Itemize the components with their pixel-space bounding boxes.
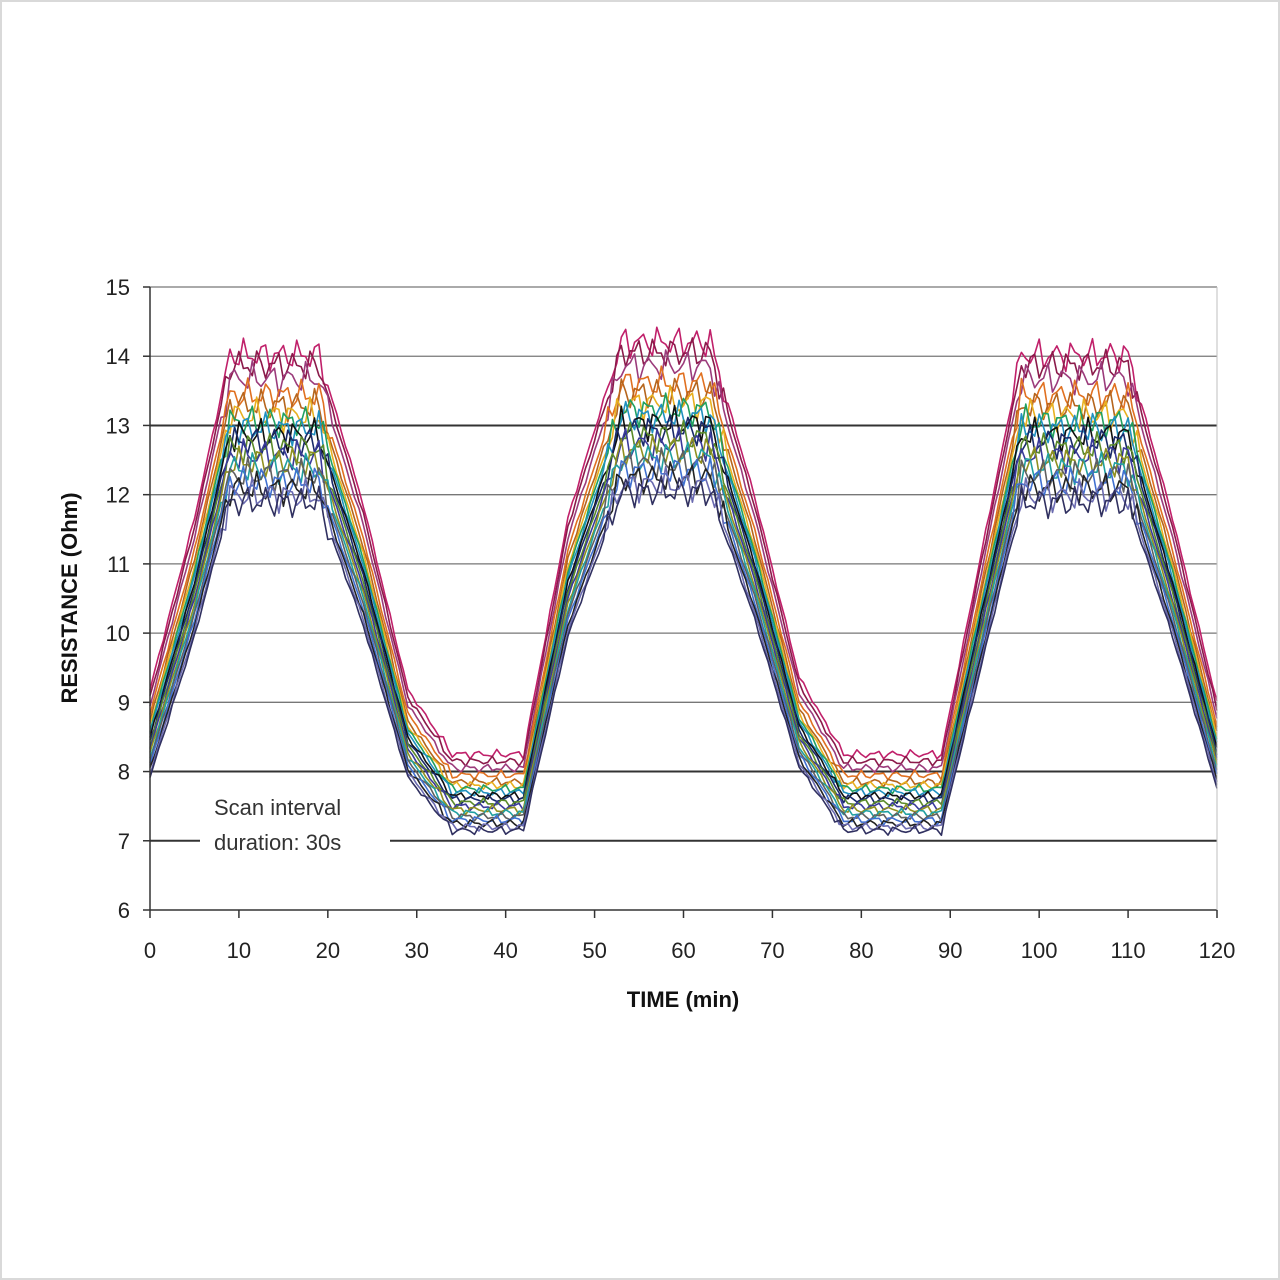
x-tick-label: 100 (1021, 938, 1058, 963)
series-line (149, 377, 1218, 788)
series-line (149, 454, 1218, 826)
y-tick-label: 13 (106, 413, 130, 438)
x-tick-label: 0 (144, 938, 156, 963)
annotation-line-1: Scan interval (214, 795, 341, 820)
series-line (149, 414, 1218, 805)
x-tick-label: 30 (405, 938, 429, 963)
annotation-line-2: duration: 30s (214, 830, 341, 855)
y-tick-label: 8 (118, 760, 130, 785)
x-tick-label: 120 (1199, 938, 1236, 963)
x-tick-label: 20 (316, 938, 340, 963)
series-line (149, 384, 1218, 791)
x-tick-label: 50 (582, 938, 606, 963)
y-axis-title: RESISTANCE (Ohm) (57, 492, 82, 703)
x-tick-label: 70 (760, 938, 784, 963)
x-tick-label: 60 (671, 938, 695, 963)
x-tick-labels: 0 10 20 30 40 50 60 70 80 90 100 110 120 (144, 938, 1235, 963)
y-tick-label: 14 (106, 344, 130, 369)
y-tick-labels: 6 7 8 9 10 11 12 13 14 15 (106, 275, 130, 923)
y-tick-label: 7 (118, 829, 130, 854)
y-tick-label: 10 (106, 621, 130, 646)
series-line (149, 441, 1218, 819)
series-line (149, 349, 1218, 774)
y-tick-label: 15 (106, 275, 130, 300)
x-tick-label: 80 (849, 938, 873, 963)
x-tick-label: 10 (227, 938, 251, 963)
series-line (149, 447, 1218, 822)
y-tick-label: 11 (107, 552, 130, 577)
y-tick-label: 9 (118, 690, 130, 715)
y-tick-label: 12 (106, 483, 130, 508)
x-tick-label: 110 (1111, 938, 1146, 963)
annotation-background (200, 790, 390, 862)
series-line (149, 365, 1218, 781)
series-line (149, 419, 1218, 809)
series-line (149, 326, 1218, 760)
x-axis-title: TIME (min) (627, 987, 739, 1012)
series-line (149, 392, 1218, 795)
y-tick-label: 6 (118, 898, 130, 923)
x-tick-label: 90 (938, 938, 962, 963)
series-lines (149, 326, 1218, 837)
series-line (149, 465, 1218, 833)
x-tick-label: 40 (493, 938, 517, 963)
axes (143, 286, 1218, 918)
series-line (149, 475, 1218, 837)
series-line (149, 461, 1218, 829)
